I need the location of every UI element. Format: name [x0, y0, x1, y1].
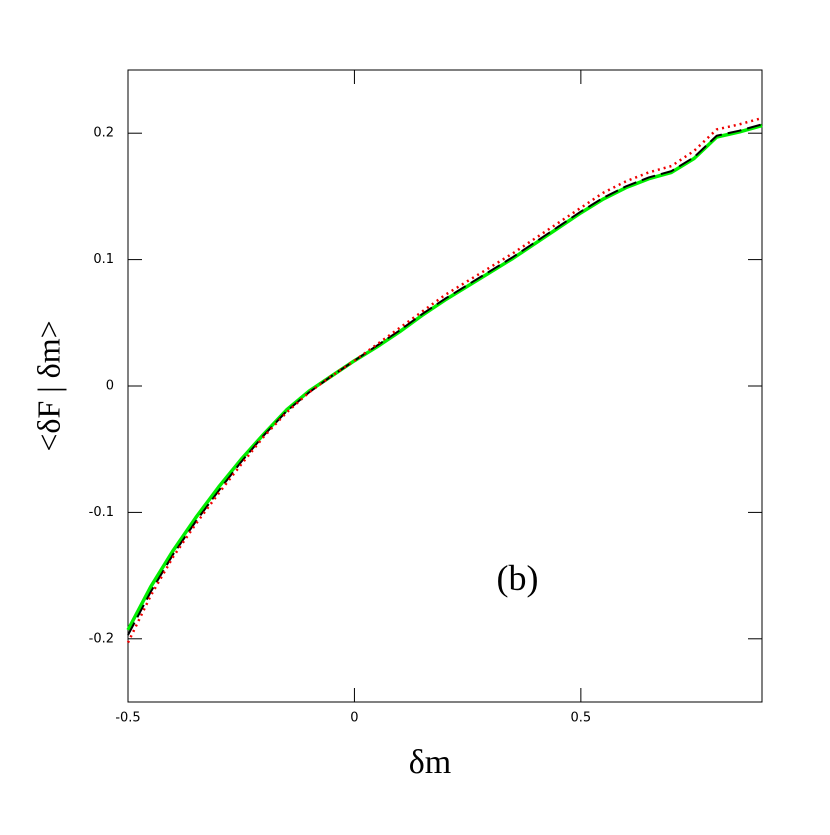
series-line — [127, 123, 763, 636]
x-tick-label: 0 — [350, 711, 358, 726]
x-tick-label: -0.5 — [115, 711, 140, 726]
x-axis-label: δm — [409, 744, 451, 781]
series-line — [126, 116, 763, 644]
y-tick-label: 0 — [106, 379, 114, 394]
x-tick-label: 0.5 — [571, 711, 592, 726]
y-tick-label: 0.1 — [93, 252, 114, 267]
series-line — [126, 123, 763, 631]
y-axis-label: <δF | δm> — [30, 320, 66, 451]
y-tick-label: -0.1 — [89, 505, 114, 520]
y-tick-label: -0.2 — [89, 631, 114, 646]
annotation: (b) — [496, 558, 538, 598]
plot-frame — [127, 69, 763, 703]
y-tick-label: 0.2 — [93, 126, 114, 141]
